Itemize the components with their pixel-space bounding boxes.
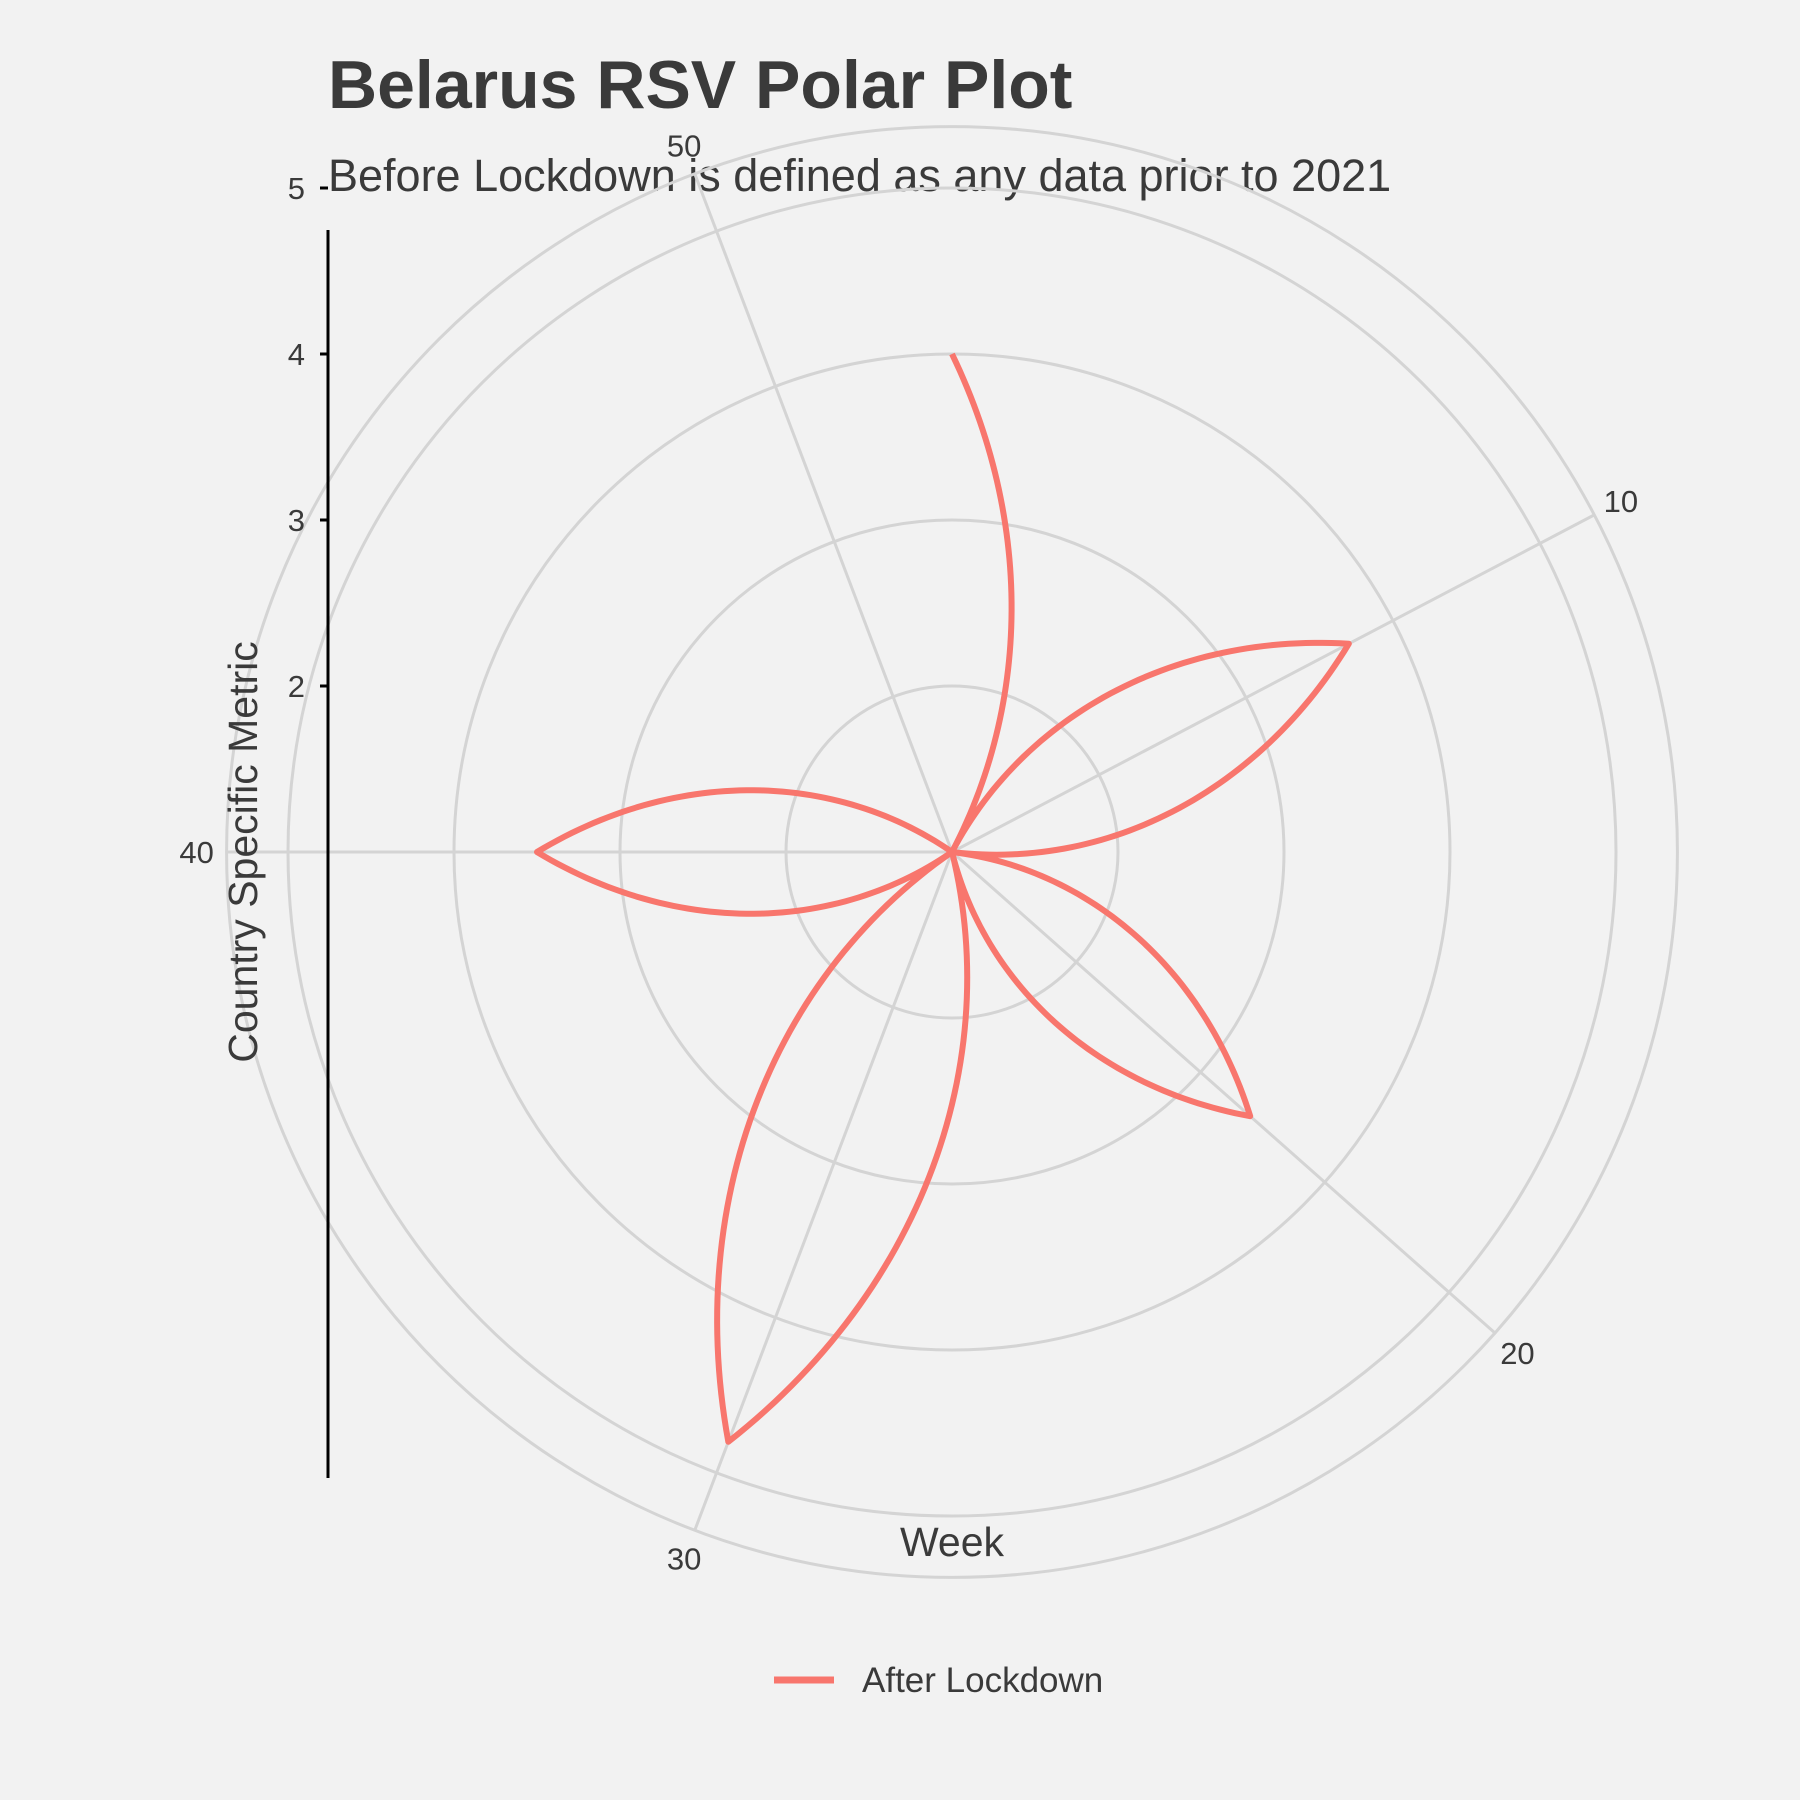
circular-gridline	[286, 186, 1618, 1518]
theta-tick-label-10: 10	[1604, 484, 1638, 519]
theta-tick-label-50: 50	[667, 129, 701, 164]
circular-gridline	[784, 684, 1120, 1020]
y-axis-title: Country Specific Metric	[220, 641, 266, 1063]
theta-tick-label-20: 20	[1500, 1336, 1534, 1371]
radial-gridline-10	[951, 513, 1596, 854]
chart-title: Belarus RSV Polar Plot	[328, 47, 1073, 123]
circular-gridline	[225, 125, 1679, 1579]
legend-label-after-lockdown: After Lockdown	[862, 1661, 1103, 1700]
y-axis: 2 3 4 5	[288, 171, 330, 1478]
radial-gridline-30	[693, 851, 954, 1531]
radial-gridline-20	[951, 850, 1496, 1335]
theta-tick-label-30: 30	[667, 1541, 701, 1576]
radial-gridline-50	[693, 173, 954, 853]
circular-gridline	[618, 518, 1286, 1186]
grid: 10 20 30 40 50	[179, 125, 1679, 1579]
legend: After Lockdown	[774, 1661, 1103, 1700]
y-tick-label-2: 2	[288, 669, 305, 704]
y-tick-label-5: 5	[288, 171, 305, 206]
series-line-after-lockdown	[534, 352, 1352, 1445]
y-tick-label-4: 4	[288, 337, 305, 372]
x-axis-title: Week	[900, 1519, 1005, 1565]
y-tick-label-3: 3	[288, 503, 305, 538]
data-layer	[534, 352, 1352, 1445]
theta-tick-label-40: 40	[179, 835, 213, 870]
